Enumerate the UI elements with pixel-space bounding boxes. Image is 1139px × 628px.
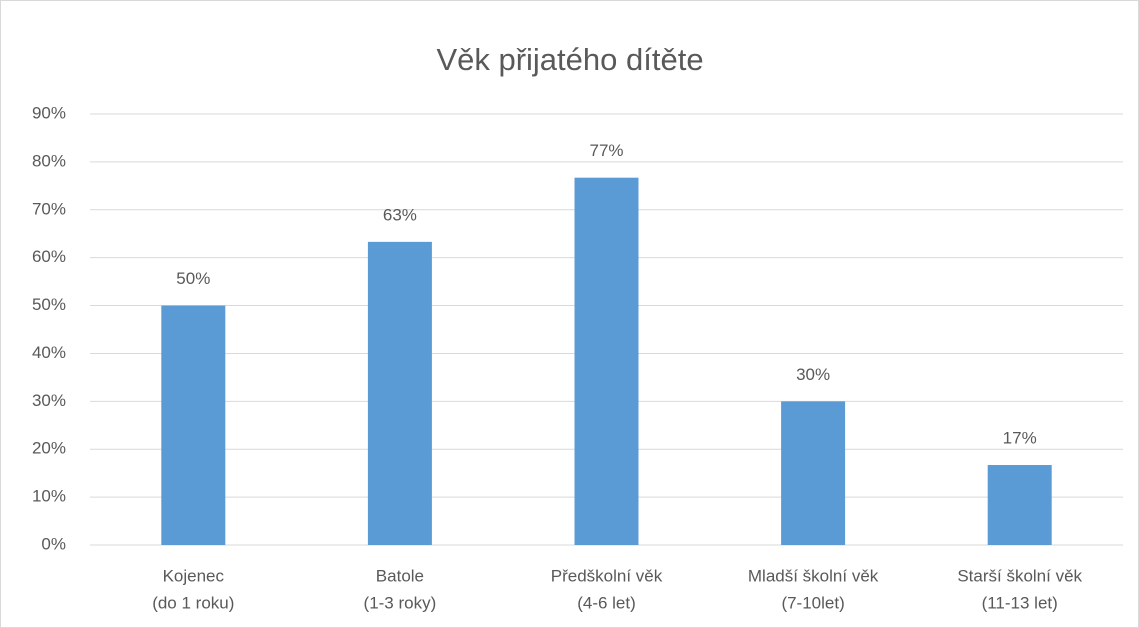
x-tick-label: Batole: [376, 566, 424, 585]
x-tick-label: (7-10let): [781, 593, 844, 612]
x-tick-label: (1-3 roky): [364, 593, 437, 612]
x-tick-label: Kojenec: [163, 566, 225, 585]
bar: [367, 241, 432, 545]
data-label: 17%: [1003, 429, 1037, 448]
y-tick-label: 70%: [32, 199, 66, 218]
x-tick-label: (do 1 roku): [152, 593, 234, 612]
y-tick-label: 20%: [32, 439, 66, 458]
x-tick-label: Mladší školní věk: [748, 566, 879, 585]
data-label: 30%: [796, 365, 830, 384]
data-label: 63%: [383, 205, 417, 224]
y-tick-label: 0%: [41, 534, 66, 553]
data-label: 50%: [176, 269, 210, 288]
data-label: 77%: [589, 141, 623, 160]
x-tick-label: Předškolní věk: [551, 566, 663, 585]
y-tick-label: 40%: [32, 343, 66, 362]
bar: [574, 177, 639, 546]
bar: [161, 305, 226, 545]
bar: [781, 401, 846, 545]
x-tick-label: Starší školní věk: [957, 566, 1082, 585]
y-tick-label: 90%: [32, 103, 66, 122]
y-tick-label: 10%: [32, 487, 66, 506]
bar: [987, 465, 1052, 545]
chart-title: Věk přijatého dítěte: [436, 42, 703, 77]
y-tick-label: 60%: [32, 247, 66, 266]
x-tick-label: (4-6 let): [577, 593, 636, 612]
x-tick-label: (11-13 let): [982, 593, 1058, 612]
y-tick-label: 80%: [32, 151, 66, 170]
y-tick-label: 30%: [32, 391, 66, 410]
y-tick-label: 50%: [32, 295, 66, 314]
